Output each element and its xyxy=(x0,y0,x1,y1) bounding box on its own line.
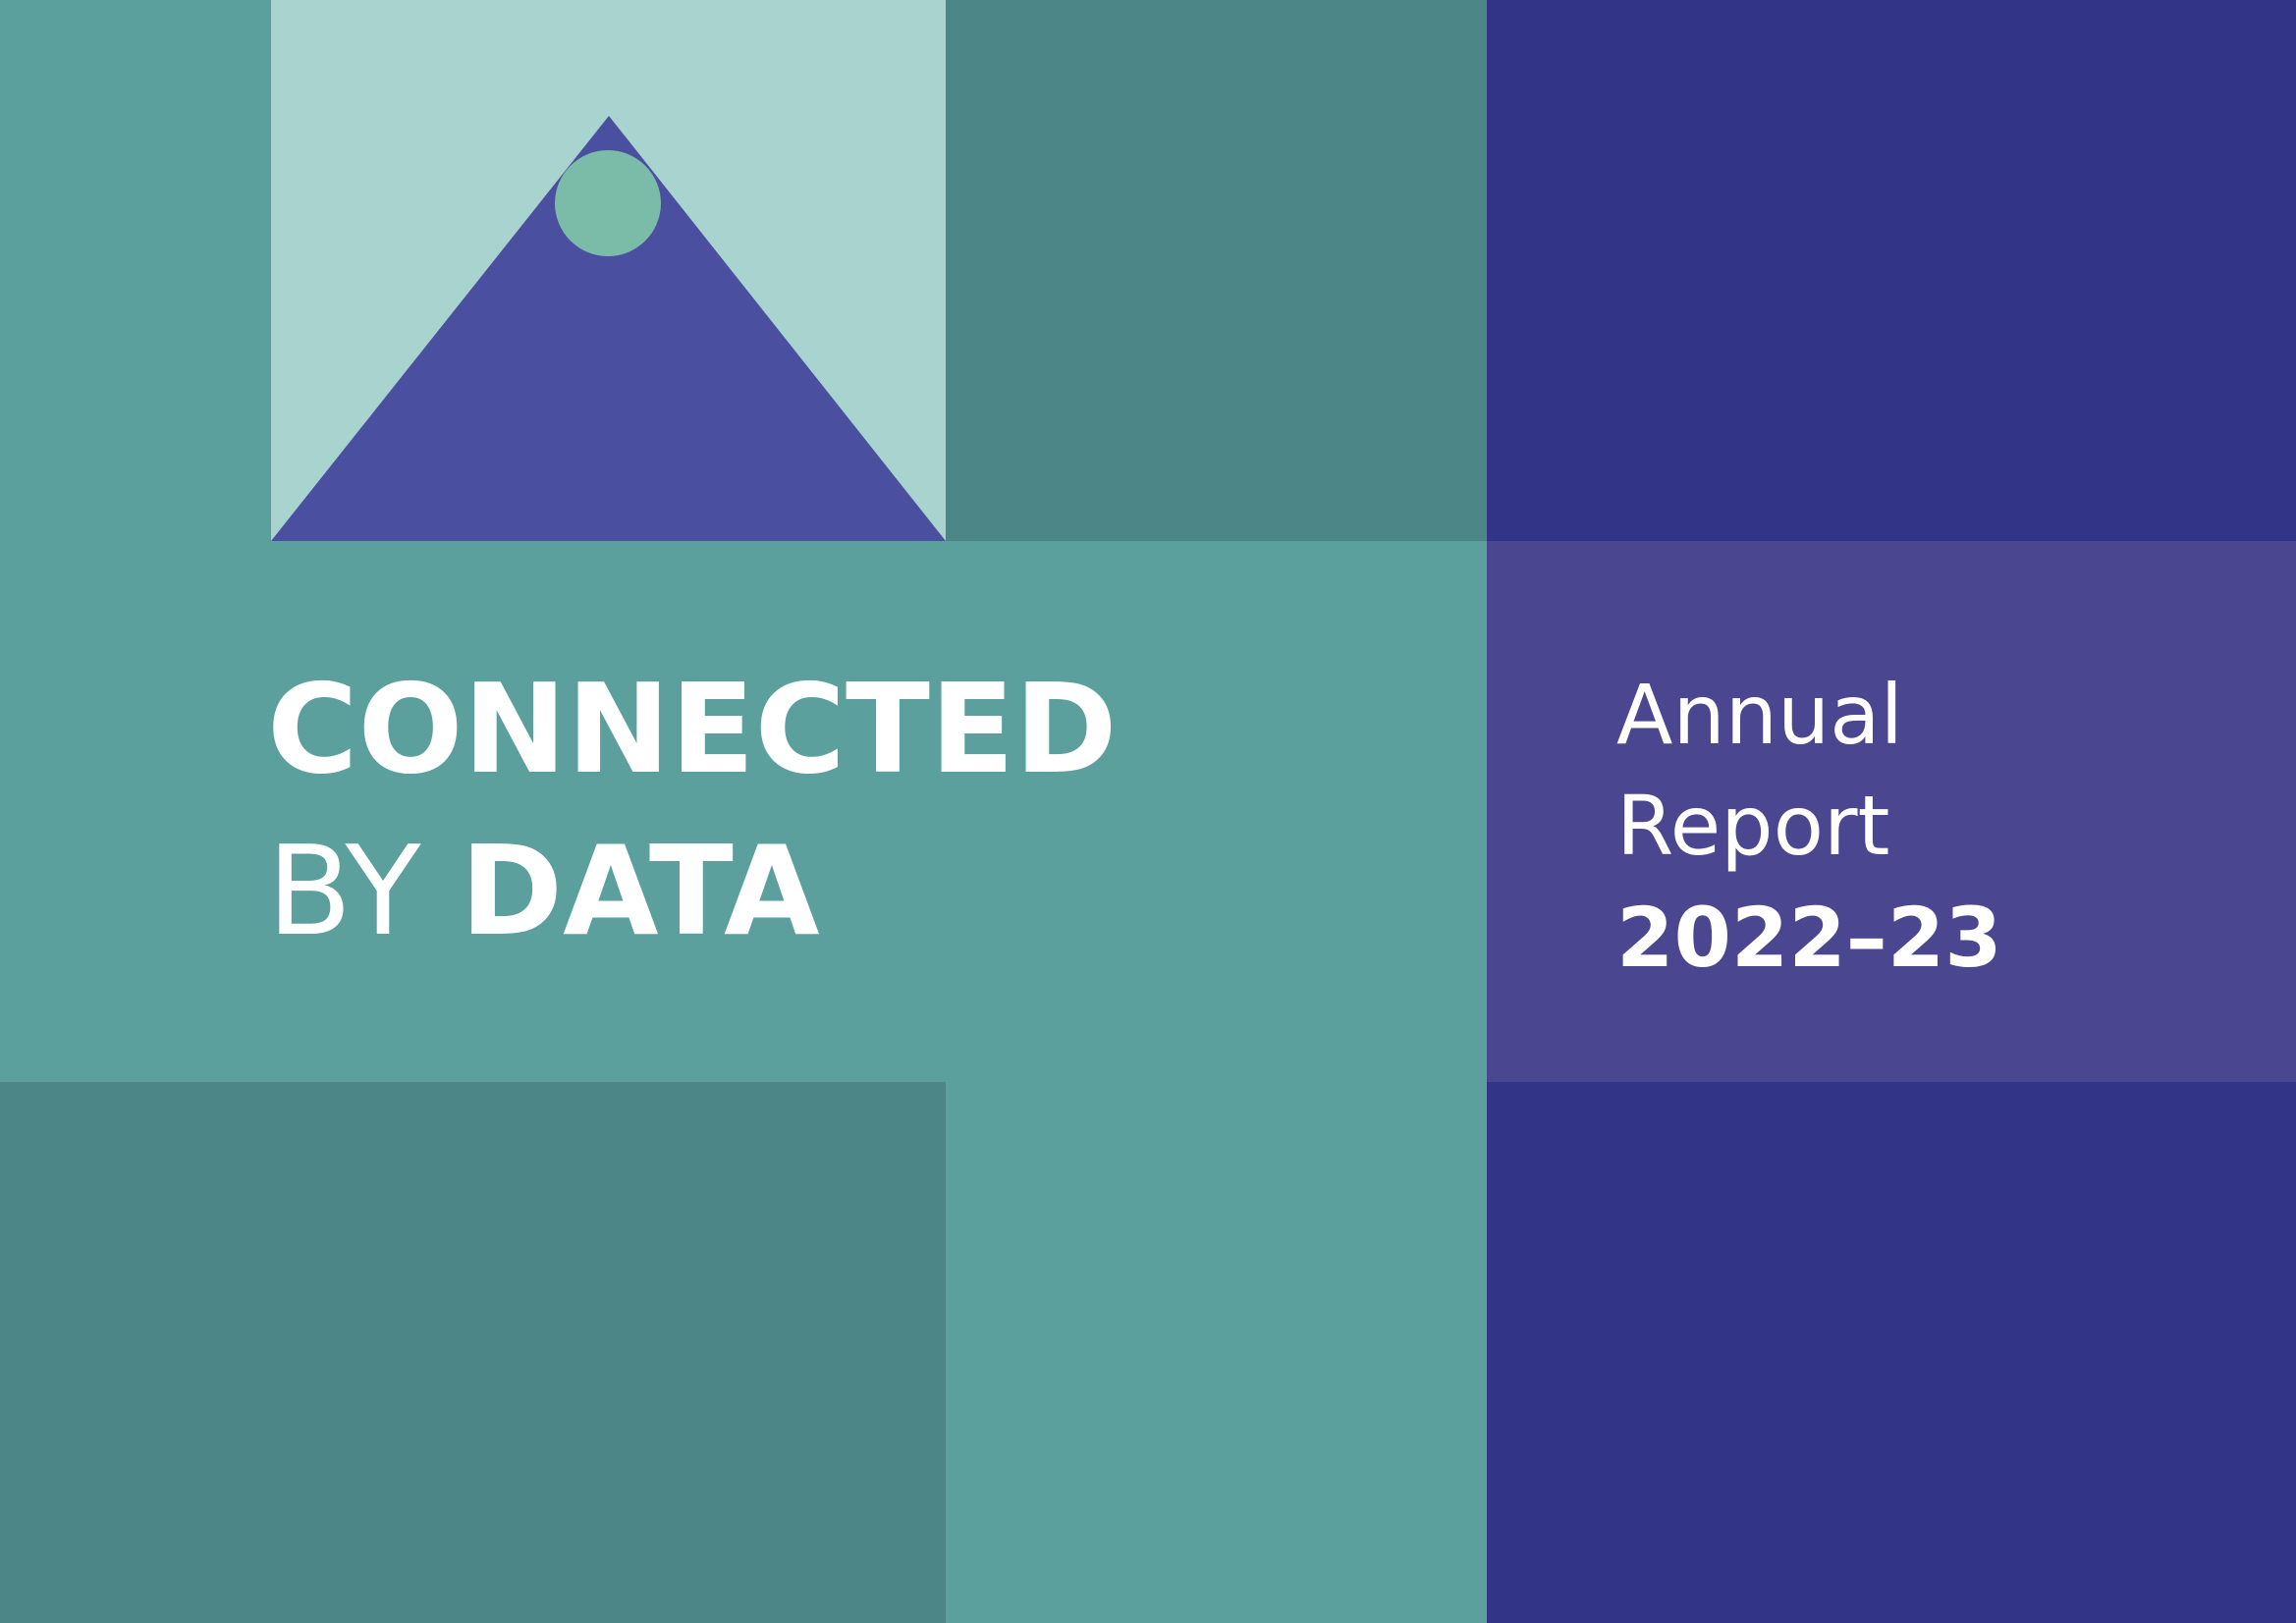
report-label: Annual Report 2022–23 xyxy=(1616,660,2002,994)
background-block-navy-top-right xyxy=(1487,0,2296,541)
mountain-peak-graphic xyxy=(271,116,946,541)
background-block-purple-middle-right xyxy=(1487,541,2296,1082)
background-block-dark-teal-top xyxy=(946,0,1487,541)
report-label-year: 2022–23 xyxy=(1616,889,2002,986)
cover-title-line-1: CONNECTED xyxy=(267,657,1118,801)
background-block-teal-top-left xyxy=(0,0,271,541)
cover-title-by: BY xyxy=(267,819,461,963)
report-label-annual: Annual xyxy=(1616,667,1903,763)
background-block-teal-bottom-middle xyxy=(946,1082,1487,1623)
background-band-teal-middle xyxy=(0,541,1487,1082)
mountain-triangle xyxy=(271,116,946,541)
background-block-navy-bottom-right xyxy=(1487,1082,2296,1623)
cover-title-data: DATA xyxy=(460,819,820,963)
report-label-report: Report xyxy=(1616,778,1890,875)
background-block-dark-teal-bottom-left xyxy=(0,1082,946,1623)
peak-dot-icon xyxy=(555,150,661,256)
cover-title-line-2: BY DATA xyxy=(267,830,820,953)
